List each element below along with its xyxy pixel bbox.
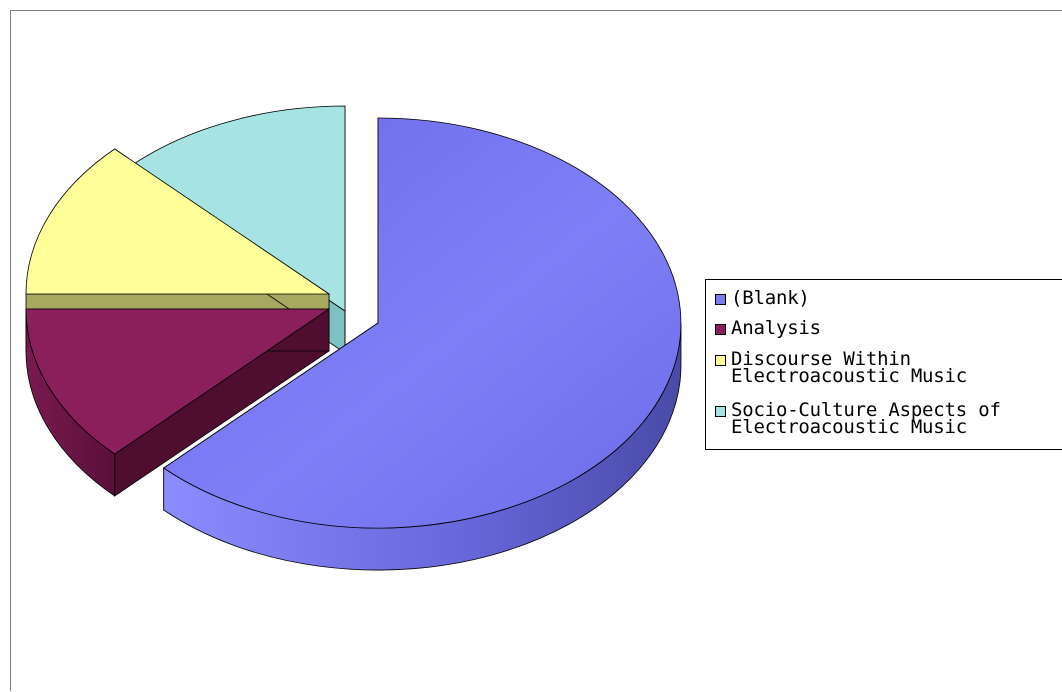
- legend-swatch: [715, 294, 726, 305]
- pie-slice-analysis-top: [25, 308, 331, 455]
- legend-label: (Blank): [731, 287, 810, 309]
- legend-label: Socio-Culture Aspects of Electroacoustic…: [731, 399, 1001, 438]
- legend-item-blank: (Blank): [715, 287, 810, 309]
- legend-swatch: [715, 406, 726, 417]
- legend-item-discourse-within-electroacoustic-music: Discourse Within Electroacoustic Music: [715, 348, 968, 387]
- legend-item-socio-culture-aspects-of-electroacoustic-music: Socio-Culture Aspects of Electroacoustic…: [715, 399, 1001, 438]
- pie-slice-discourse-within-electroacoustic-music-top: [25, 148, 331, 295]
- legend-label: Analysis: [731, 317, 821, 339]
- legend-swatch: [715, 355, 726, 366]
- pie-slice-blank-top: [162, 117, 682, 529]
- legend-item-analysis: Analysis: [715, 317, 821, 339]
- legend: (Blank) Analysis Discourse Within Electroa…: [705, 279, 1062, 450]
- legend-swatch: [715, 324, 726, 335]
- legend-label: Discourse Within Electroacoustic Music: [731, 348, 968, 387]
- pie-slice-blank: [162, 117, 682, 571]
- chart-area: (Blank) Analysis Discourse Within Electroa…: [10, 10, 1062, 691]
- pie-slice-analysis: [25, 308, 331, 497]
- pie-chart: [25, 105, 682, 571]
- pie-slice-socio-culture-aspects-of-electroacoustic-music-top: [129, 105, 346, 312]
